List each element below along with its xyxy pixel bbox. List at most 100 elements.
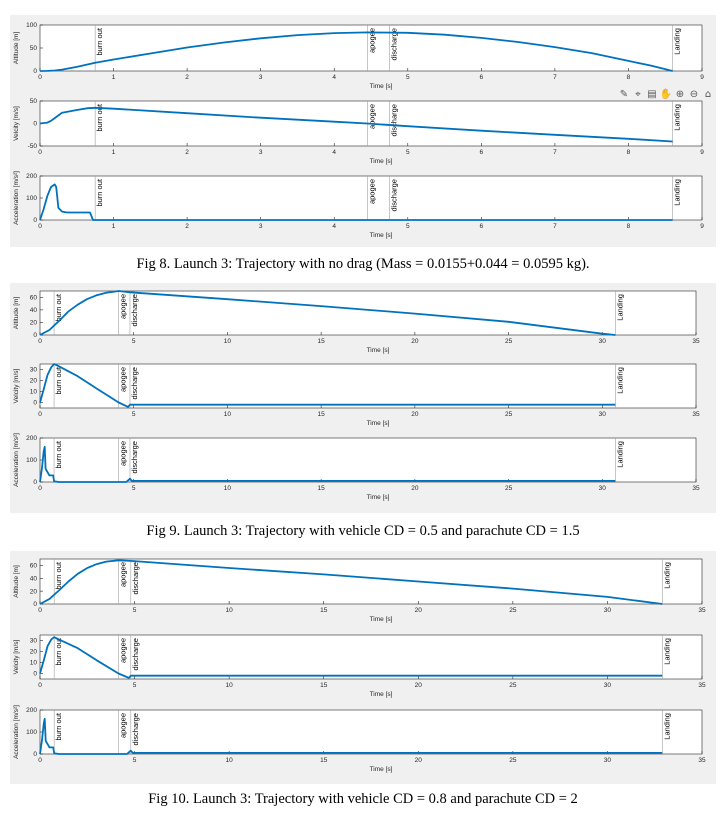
zoom-out-icon[interactable]: ⊖ (689, 88, 699, 100)
event-label-landing: Landing (615, 294, 624, 321)
event-label-discharge: discharge (389, 179, 398, 212)
x-tick-label: 0 (38, 757, 42, 764)
y-axis-label: Velcity [m/s] (13, 368, 20, 403)
x-tick-label: 20 (415, 607, 423, 614)
x-tick-label: 8 (627, 223, 631, 230)
figure-9-panel: 0 5 10 15 20 25 30 35 0 20 40 60 Altitude [m] Time [s… (10, 283, 716, 513)
y-axis-label: Acceleration [m/s²] (13, 171, 20, 225)
event-label-discharge: discharge (131, 713, 140, 746)
x-tick-label: 20 (415, 682, 423, 689)
y-tick-label: 0 (33, 601, 37, 608)
x-tick-label: 1 (112, 223, 116, 230)
series-line-velocity (39, 636, 663, 679)
home-icon[interactable]: ⌂ (704, 88, 712, 100)
event-label-apogee: apogee (367, 179, 376, 204)
event-label-landing: Landing (673, 28, 682, 55)
x-tick-label: 5 (406, 149, 410, 156)
x-axis-label: Time [s] (367, 420, 390, 427)
event-label-apogee: apogee (367, 28, 376, 53)
x-tick-label: 0 (38, 149, 42, 156)
data-tips-icon[interactable]: ▤ (647, 88, 657, 100)
x-tick-label: 25 (509, 757, 517, 764)
y-tick-label: 100 (26, 195, 37, 202)
figure-10-svg: 0 5 10 15 20 25 30 35 0 20 40 60 Altitude [m] Time [s… (13, 558, 706, 773)
y-tick-label: 50 (30, 98, 38, 105)
x-tick-label: 0 (38, 74, 42, 81)
x-tick-label: 20 (411, 485, 419, 492)
x-tick-label: 30 (604, 682, 612, 689)
event-label-burn-out: burn out (54, 366, 63, 394)
y-tick-label: 0 (33, 332, 37, 339)
subplot-velocity: 0 5 10 15 20 25 30 35 0 10 20 30 Velcity [m/s] Time [… (13, 363, 700, 427)
figure-8-caption: Fig 8. Launch 3: Trajectory with no drag… (136, 256, 590, 272)
axes-box (39, 290, 697, 336)
axes-box (39, 363, 697, 409)
x-tick-label: 5 (133, 682, 137, 689)
x-tick-label: 15 (318, 485, 326, 492)
y-axis-label: Acceleration [m/s²] (13, 433, 20, 487)
y-tick-label: 200 (26, 173, 37, 180)
event-label-apogee: apogee (367, 104, 376, 129)
x-tick-label: 30 (599, 338, 607, 345)
x-tick-label: 7 (553, 223, 557, 230)
x-tick-label: 10 (224, 338, 232, 345)
y-tick-label: 0 (33, 671, 37, 678)
data-cursor-icon[interactable]: ⌖ (635, 88, 641, 100)
event-label-landing: Landing (662, 562, 671, 589)
x-tick-label: 10 (224, 485, 232, 492)
x-tick-label: 20 (411, 338, 419, 345)
x-tick-label: 5 (406, 223, 410, 230)
x-tick-label: 10 (226, 607, 234, 614)
event-label-apogee: apogee (118, 562, 127, 587)
x-tick-label: 9 (700, 74, 704, 81)
y-tick-label: 50 (30, 45, 38, 52)
y-tick-label: 10 (30, 660, 38, 667)
x-tick-label: 35 (698, 682, 706, 689)
event-label-discharge: discharge (131, 638, 140, 671)
y-tick-label: -50 (28, 143, 38, 150)
y-axis-label: Velcity [m/s] (13, 106, 20, 141)
x-tick-label: 0 (38, 607, 42, 614)
x-tick-label: 7 (553, 74, 557, 81)
x-tick-label: 3 (259, 223, 263, 230)
subplot-altitude: 0 5 10 15 20 25 30 35 0 20 40 60 Altitude [m] Time [s… (13, 558, 706, 623)
x-tick-label: 30 (604, 607, 612, 614)
x-tick-label: 8 (627, 149, 631, 156)
brush-icon[interactable]: ✎ (619, 88, 629, 100)
y-tick-label: 0 (33, 751, 37, 758)
event-label-discharge: discharge (130, 367, 139, 400)
x-tick-label: 30 (599, 485, 607, 492)
x-tick-label: 30 (604, 757, 612, 764)
x-tick-label: 5 (133, 607, 137, 614)
x-axis-label: Time [s] (370, 83, 393, 90)
x-tick-label: 35 (698, 757, 706, 764)
x-tick-label: 4 (332, 223, 336, 230)
event-label-burn-out: burn out (54, 561, 63, 589)
x-tick-label: 30 (599, 411, 607, 418)
y-axis-label: Altitude [m] (13, 565, 20, 598)
y-tick-label: 0 (33, 217, 37, 224)
y-tick-label: 20 (30, 649, 38, 656)
x-tick-label: 25 (509, 682, 517, 689)
event-label-discharge: discharge (131, 562, 140, 595)
x-tick-label: 15 (318, 338, 326, 345)
y-tick-label: 200 (26, 707, 37, 714)
y-axis-label: Altitude [m] (13, 32, 20, 65)
x-tick-label: 25 (505, 485, 513, 492)
y-tick-label: 100 (26, 729, 37, 736)
axes-toolbar[interactable]: ✎ ⌖ ▤ ✋ ⊕ ⊖ ⌂ (618, 88, 714, 102)
event-label-discharge: discharge (389, 28, 398, 61)
x-tick-label: 5 (132, 338, 136, 345)
zoom-in-icon[interactable]: ⊕ (675, 88, 685, 100)
series-line-acceleration (39, 717, 663, 755)
subplot-acceleration: 0 5 10 15 20 25 30 35 0 100 200 Acceleration [m/s²]… (13, 433, 700, 501)
x-tick-label: 7 (553, 149, 557, 156)
event-label-landing: Landing (673, 179, 682, 206)
y-tick-label: 10 (30, 389, 38, 396)
y-tick-label: 100 (26, 457, 37, 464)
event-label-landing: Landing (662, 713, 671, 740)
x-tick-label: 25 (509, 607, 517, 614)
event-label-discharge: discharge (130, 441, 139, 474)
x-axis-label: Time [s] (370, 616, 393, 623)
pan-icon[interactable]: ✋ (659, 88, 673, 100)
